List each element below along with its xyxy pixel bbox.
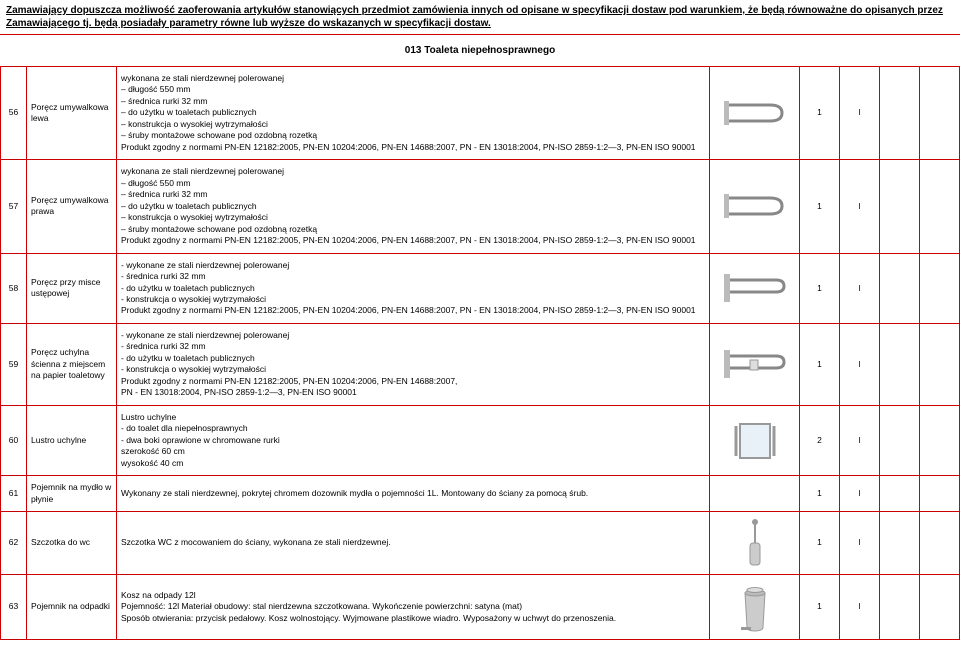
row-unit: l <box>840 323 880 405</box>
row-blank2 <box>920 160 960 253</box>
row-unit: l <box>840 476 880 512</box>
row-qty: 1 <box>800 476 840 512</box>
table-row: 61 Pojemnik na mydło w płynie Wykonany z… <box>1 476 960 512</box>
row-blank2 <box>920 405 960 475</box>
table-row: 57 Poręcz umywalkowa prawa wykonana ze s… <box>1 160 960 253</box>
row-blank1 <box>880 405 920 475</box>
row-image <box>710 512 800 575</box>
row-qty: 1 <box>800 160 840 253</box>
row-image <box>710 405 800 475</box>
row-desc: wykonana ze stali nierdzewnej polerowane… <box>117 160 710 253</box>
row-desc: Wykonany ze stali nierdzewnej, pokrytej … <box>117 476 710 512</box>
row-desc: - wykonane ze stali nierdzewnej polerowa… <box>117 323 710 405</box>
row-unit: l <box>840 575 880 640</box>
row-blank2 <box>920 476 960 512</box>
section-title: 013 Toaleta niepełnosprawnego <box>0 34 960 66</box>
row-image <box>710 323 800 405</box>
table-row: 60 Lustro uchylne Lustro uchylne- do toa… <box>1 405 960 475</box>
row-image <box>710 476 800 512</box>
row-num: 59 <box>1 323 27 405</box>
row-qty: 1 <box>800 575 840 640</box>
row-blank2 <box>920 67 960 160</box>
row-image <box>710 160 800 253</box>
row-name: Poręcz uchylna ścienna z miejscem na pap… <box>27 323 117 405</box>
row-unit: l <box>840 253 880 323</box>
row-name: Poręcz umywalkowa prawa <box>27 160 117 253</box>
row-blank1 <box>880 323 920 405</box>
row-unit: l <box>840 160 880 253</box>
row-num: 56 <box>1 67 27 160</box>
row-blank2 <box>920 323 960 405</box>
row-desc: - wykonane ze stali nierdzewnej polerowa… <box>117 253 710 323</box>
row-blank2 <box>920 575 960 640</box>
table-row: 56 Poręcz umywalkowa lewa wykonana ze st… <box>1 67 960 160</box>
row-unit: l <box>840 405 880 475</box>
row-blank1 <box>880 512 920 575</box>
table-row: 63 Pojemnik na odpadki Kosz na odpady 12… <box>1 575 960 640</box>
row-name: Pojemnik na odpadki <box>27 575 117 640</box>
row-qty: 1 <box>800 512 840 575</box>
row-desc: Kosz na odpady 12lPojemność: 12l Materia… <box>117 575 710 640</box>
row-desc: Lustro uchylne- do toalet dla niepełnosp… <box>117 405 710 475</box>
row-blank1 <box>880 67 920 160</box>
row-blank1 <box>880 575 920 640</box>
row-num: 63 <box>1 575 27 640</box>
row-num: 61 <box>1 476 27 512</box>
row-name: Poręcz przy misce ustępowej <box>27 253 117 323</box>
row-qty: 2 <box>800 405 840 475</box>
row-qty: 1 <box>800 253 840 323</box>
row-num: 60 <box>1 405 27 475</box>
row-desc: wykonana ze stali nierdzewnej polerowane… <box>117 67 710 160</box>
spec-table: 56 Poręcz umywalkowa lewa wykonana ze st… <box>0 66 960 640</box>
row-num: 62 <box>1 512 27 575</box>
table-row: 58 Poręcz przy misce ustępowej - wykonan… <box>1 253 960 323</box>
row-num: 58 <box>1 253 27 323</box>
row-num: 57 <box>1 160 27 253</box>
row-blank2 <box>920 512 960 575</box>
header-note: Zamawiający dopuszcza możliwość zaoferow… <box>0 0 960 34</box>
row-image <box>710 67 800 160</box>
row-image <box>710 575 800 640</box>
row-desc: Szczotka WC z mocowaniem do ściany, wyko… <box>117 512 710 575</box>
row-name: Poręcz umywalkowa lewa <box>27 67 117 160</box>
row-name: Lustro uchylne <box>27 405 117 475</box>
row-name: Szczotka do wc <box>27 512 117 575</box>
table-row: 59 Poręcz uchylna ścienna z miejscem na … <box>1 323 960 405</box>
row-blank2 <box>920 253 960 323</box>
row-qty: 1 <box>800 67 840 160</box>
row-blank1 <box>880 253 920 323</box>
row-qty: 1 <box>800 323 840 405</box>
table-row: 62 Szczotka do wc Szczotka WC z mocowani… <box>1 512 960 575</box>
row-image <box>710 253 800 323</box>
row-name: Pojemnik na mydło w płynie <box>27 476 117 512</box>
row-blank1 <box>880 160 920 253</box>
row-unit: l <box>840 512 880 575</box>
row-blank1 <box>880 476 920 512</box>
row-unit: l <box>840 67 880 160</box>
